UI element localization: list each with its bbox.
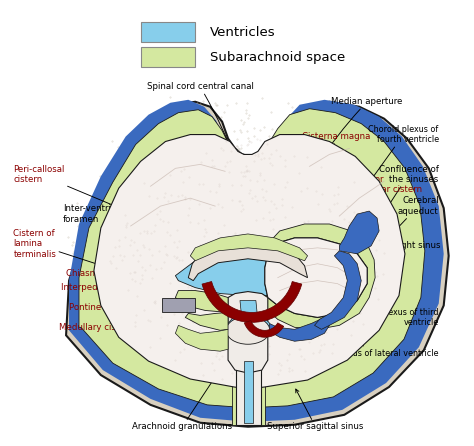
Polygon shape <box>318 251 359 284</box>
Polygon shape <box>79 109 425 408</box>
Text: Choroid plexus of lateral ventricle: Choroid plexus of lateral ventricle <box>302 282 439 358</box>
Text: Cerebral
aqueduct: Cerebral aqueduct <box>299 196 439 331</box>
Ellipse shape <box>239 370 257 380</box>
Ellipse shape <box>206 370 224 380</box>
Polygon shape <box>244 361 253 423</box>
FancyBboxPatch shape <box>141 47 195 67</box>
Text: Straight sinus: Straight sinus <box>351 241 441 282</box>
Polygon shape <box>240 301 258 320</box>
Text: Peri-callosal
cistern: Peri-callosal cistern <box>13 165 208 245</box>
Polygon shape <box>265 238 367 318</box>
Text: Chiasmatic cistern: Chiasmatic cistern <box>66 269 203 310</box>
Polygon shape <box>236 360 261 425</box>
Polygon shape <box>188 243 308 281</box>
Ellipse shape <box>226 316 270 344</box>
Text: Subarachnoid space: Subarachnoid space <box>210 50 346 63</box>
Polygon shape <box>315 251 361 329</box>
Polygon shape <box>69 100 444 422</box>
Text: Choroid plexus of third
ventricle: Choroid plexus of third ventricle <box>270 308 439 327</box>
Polygon shape <box>250 314 329 341</box>
Text: Cisterna magna: Cisterna magna <box>301 132 370 226</box>
FancyBboxPatch shape <box>141 22 195 42</box>
Polygon shape <box>66 102 449 427</box>
Text: Superior sagittal sinus: Superior sagittal sinus <box>267 389 364 431</box>
Polygon shape <box>232 360 265 425</box>
Text: Interpeduncular cistern: Interpeduncular cistern <box>61 283 203 323</box>
Text: Median aperture: Median aperture <box>263 97 403 351</box>
Text: Pontine cistern: Pontine cistern <box>69 303 213 338</box>
Polygon shape <box>244 321 284 337</box>
Text: Cistern of
lamina
terminalis: Cistern of lamina terminalis <box>13 229 198 297</box>
Text: Choroid plexus of
fourth ventricle: Choroid plexus of fourth ventricle <box>269 125 439 322</box>
Polygon shape <box>228 314 270 342</box>
Polygon shape <box>175 291 228 313</box>
Polygon shape <box>175 326 228 351</box>
Polygon shape <box>175 244 318 296</box>
Text: Superior
cerebellar cistern: Superior cerebellar cistern <box>331 174 422 239</box>
Polygon shape <box>339 211 379 254</box>
Polygon shape <box>163 297 195 313</box>
Text: Arachnoid granulations: Arachnoid granulations <box>132 379 232 431</box>
Polygon shape <box>94 135 405 389</box>
Polygon shape <box>190 234 308 261</box>
Polygon shape <box>202 281 302 322</box>
Text: Confluence of
the sinuses: Confluence of the sinuses <box>361 165 439 249</box>
Ellipse shape <box>273 370 291 380</box>
Polygon shape <box>228 292 268 373</box>
Polygon shape <box>235 296 260 327</box>
Polygon shape <box>265 238 367 318</box>
Text: Inter-ventricular
foramen: Inter-ventricular foramen <box>63 204 246 294</box>
Text: Ventricles: Ventricles <box>210 26 276 39</box>
Text: Spinal cord central canal: Spinal cord central canal <box>147 83 259 391</box>
Polygon shape <box>261 224 375 329</box>
Polygon shape <box>185 313 228 330</box>
Text: Medullary cistern: Medullary cistern <box>59 323 226 354</box>
